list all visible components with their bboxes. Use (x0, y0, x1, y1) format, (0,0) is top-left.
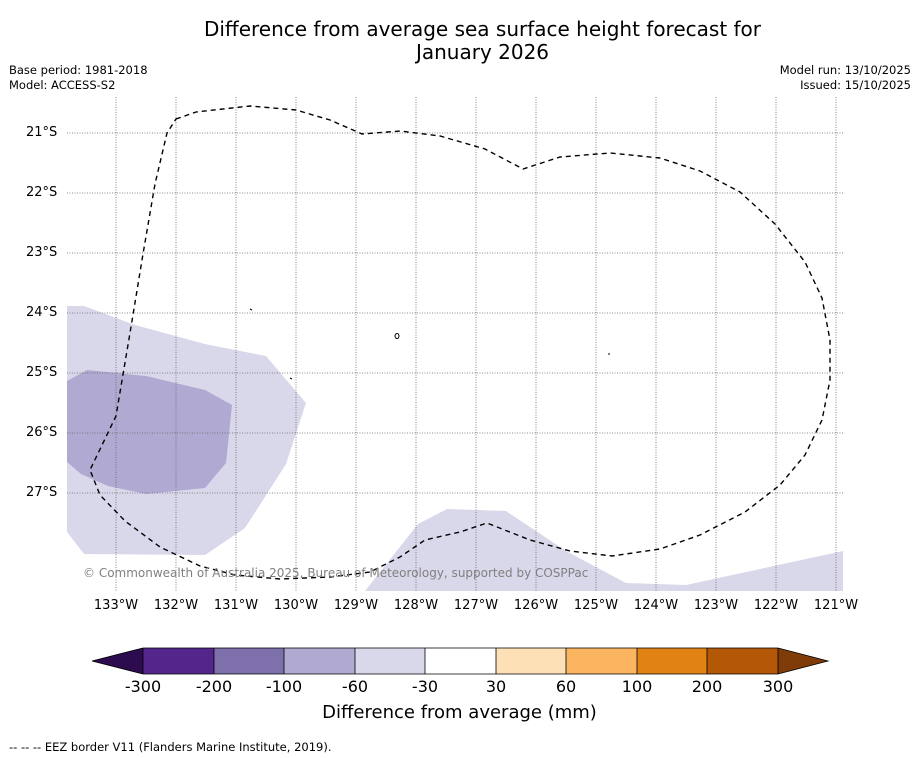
lon-label: 128°W (393, 598, 439, 613)
colorbar-tick-label: -60 (341, 677, 369, 696)
island-marker (249, 308, 253, 311)
lon-label: 123°W (693, 598, 739, 613)
eez-border (89, 105, 831, 580)
issued-date: Issued: 15/10/2025 (800, 78, 911, 92)
lat-label: 26°S (26, 425, 58, 440)
lon-label: 125°W (573, 598, 619, 613)
colorbar-tick-label: -100 (265, 677, 303, 696)
lon-label: 131°W (213, 598, 259, 613)
latitude-gridlines (67, 132, 843, 494)
lon-label: 122°W (753, 598, 799, 613)
colorbar-bin (496, 648, 566, 674)
colorbar-extend-low (92, 648, 143, 674)
colorbar-title: Difference from average (mm) (322, 702, 597, 723)
colorbar-bin (637, 648, 707, 674)
lat-label: 22°S (26, 185, 58, 200)
colorbar-tick-label: -200 (195, 677, 233, 696)
map-title: Difference from average sea surface heig… (150, 18, 815, 64)
lon-label: 121°W (813, 598, 859, 613)
colorbar-tick-label: 200 (691, 677, 723, 696)
colorbar-bin (707, 648, 778, 674)
model-run: Model run: 13/10/2025 (779, 63, 911, 77)
colorbar-bin (214, 648, 284, 674)
lat-label: 24°S (26, 305, 58, 320)
base-period: Base period: 1981-2018 (9, 63, 148, 77)
lon-label: 132°W (153, 598, 199, 613)
meta-left: Base period: 1981-2018 Model: ACCESS-S2 (9, 63, 148, 93)
lat-label: 23°S (26, 245, 58, 260)
colorbar-bin (566, 648, 637, 674)
lat-label: 25°S (26, 365, 58, 380)
copyright-notice: © Commonwealth of Australia 2025, Bureau… (83, 566, 589, 580)
title-line-1: Difference from average sea surface heig… (203, 17, 762, 41)
island-marker (394, 333, 400, 339)
eez-legend-note: -- -- -- EEZ border V11 (Flanders Marine… (9, 740, 332, 754)
anomaly-region-medium (67, 370, 232, 494)
colorbar-tick-label: 100 (621, 677, 653, 696)
colorbar-bin (355, 648, 425, 674)
title-line-2: January 2026 (415, 40, 550, 64)
colorbar-bin (284, 648, 355, 674)
colorbar-tick-label: -30 (411, 677, 439, 696)
colorbar-bin (143, 648, 214, 674)
colorbar-tick-label: 30 (485, 677, 507, 696)
colorbar-tick-label: -300 (124, 677, 162, 696)
colorbar-extend-high (778, 648, 828, 674)
colorbar (91, 647, 830, 675)
lon-label: 130°W (273, 598, 319, 613)
lat-label: 27°S (26, 485, 58, 500)
model-name: Model: ACCESS-S2 (9, 78, 116, 92)
lon-label: 124°W (633, 598, 679, 613)
lat-label: 21°S (26, 125, 58, 140)
lon-label: 126°W (513, 598, 559, 613)
lon-label: 129°W (333, 598, 379, 613)
colorbar-tick-label: 60 (555, 677, 577, 696)
colorbar-bin (425, 648, 496, 674)
lon-label: 133°W (93, 598, 139, 613)
colorbar-tick-label: 300 (762, 677, 794, 696)
island-marker (289, 377, 293, 380)
meta-right: Model run: 13/10/2025 Issued: 15/10/2025 (780, 63, 911, 93)
lon-label: 127°W (453, 598, 499, 613)
anomaly-region-south (365, 509, 843, 591)
